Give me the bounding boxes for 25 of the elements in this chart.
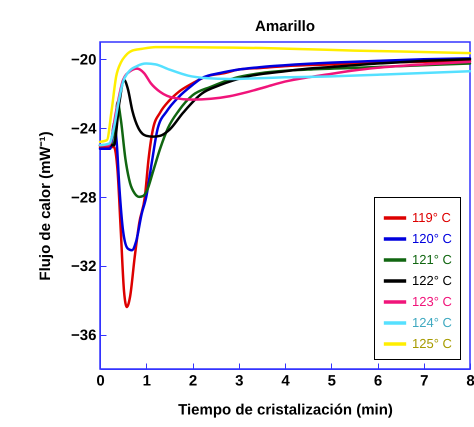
y-tick-label: −24 bbox=[71, 120, 98, 138]
x-axis-title: Tiempo de cristalización (min) bbox=[178, 402, 393, 418]
x-tick-label: 8 bbox=[466, 372, 474, 390]
x-tick-label: 7 bbox=[420, 372, 428, 390]
x-tick-label: 5 bbox=[328, 372, 336, 390]
y-tick-label: −20 bbox=[71, 52, 96, 69]
x-tick-label: 1 bbox=[142, 372, 151, 390]
line-series bbox=[98, 46, 472, 144]
x-tick-label: 4 bbox=[281, 372, 290, 390]
x-tick-label: 6 bbox=[374, 372, 382, 390]
legend-label: 121° C bbox=[412, 252, 452, 267]
legend-label: 120° C bbox=[412, 231, 452, 246]
legend-label: 124° C bbox=[412, 315, 452, 330]
legend-label: 122° C bbox=[412, 273, 452, 288]
y-tick-label: −28 bbox=[71, 189, 96, 206]
legend-label: 119° C bbox=[412, 210, 451, 225]
chart-title: Amarillo bbox=[254, 18, 316, 35]
y-tick-label: −36 bbox=[71, 327, 96, 344]
x-tick-label: 0 bbox=[96, 372, 105, 390]
y-tick-label: −32 bbox=[71, 258, 96, 276]
legend-label: 123° C bbox=[412, 294, 452, 309]
x-tick-label: 2 bbox=[188, 372, 198, 390]
x-tick-label: 3 bbox=[235, 372, 244, 390]
y-axis-title: Flujo de calor (mW⁻¹) bbox=[37, 131, 54, 281]
legend-label: 125° C bbox=[412, 336, 452, 351]
